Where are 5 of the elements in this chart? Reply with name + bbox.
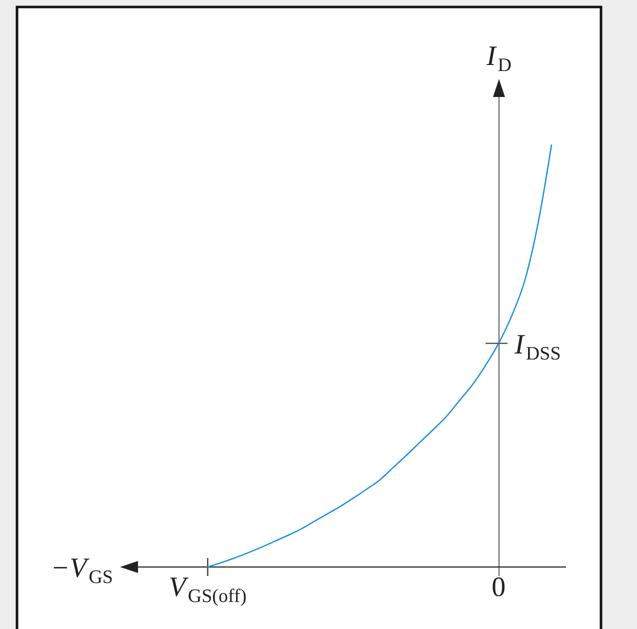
annotation: I$_{DSS}$ <box>514 329 561 364</box>
y-axis-title: I$_{D}$ <box>485 41 512 76</box>
x-tick-label: 0 <box>492 572 506 603</box>
x-axis-title: −V$_{GS}$ <box>50 553 113 588</box>
x-tick-label: V$_{GS(off)}$ <box>168 572 247 607</box>
